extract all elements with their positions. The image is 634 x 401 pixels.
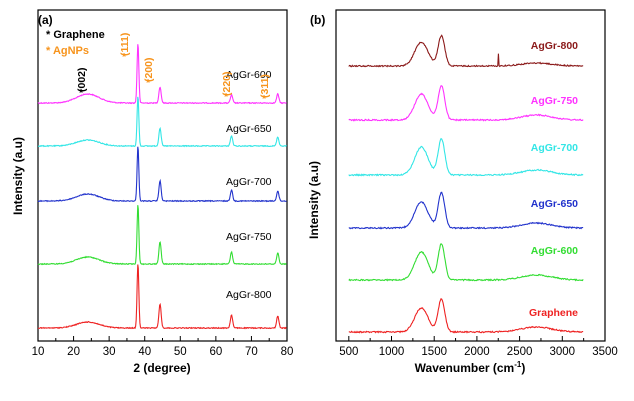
peak-label: (311)	[259, 74, 271, 98]
panel-a-y-label: Intensity (a.u)	[11, 137, 25, 215]
series-label-aggr-600: AgGr-600	[531, 245, 578, 257]
panel-b-y-label: Intensity (a.u)	[307, 161, 321, 239]
x-tick-label: 3500	[592, 346, 618, 358]
peak-label: (002)	[76, 67, 88, 92]
peak-label: (220)	[221, 71, 233, 96]
raman-line-aggr-750	[348, 85, 584, 122]
x-tick-label: 80	[281, 346, 294, 358]
panel-a-legend: * Graphene * AgNPs	[46, 29, 105, 57]
x-tick-label: 2000	[464, 346, 490, 358]
series-label-aggr-700: AgGr-700	[226, 176, 272, 188]
x-tick-label: 10	[32, 346, 45, 358]
x-tick-label: 2500	[507, 346, 533, 358]
x-tick-label: 1500	[421, 346, 447, 358]
xrd-line-aggr-800	[37, 264, 287, 330]
xrd-line-aggr-750	[37, 205, 287, 266]
panel-a-x-label: 2 (degree)	[133, 361, 190, 375]
raman-line-graphene	[348, 297, 584, 334]
panel-a-series-labels: AgGr-600 AgGr-650 AgGr-700 AgGr-750 AgGr-800	[226, 69, 272, 301]
peak-asterisk: *	[224, 91, 229, 103]
panel-a-peak-labels: (002)*(111)*(200)* (220)* (311)*	[76, 33, 271, 105]
peak-asterisk: *	[146, 77, 151, 89]
x-tick-label: 60	[209, 346, 222, 358]
panel-a-x-ticks: 10 20 30 40 50 60 70 80	[32, 336, 294, 358]
peak-asterisk: *	[79, 87, 84, 99]
peak-asterisk: *	[122, 51, 127, 63]
panel-b-series	[348, 34, 584, 334]
panel-a-series	[37, 44, 288, 330]
x-tick-label: 500	[339, 346, 358, 358]
legend-agnps: * AgNPs	[46, 45, 89, 57]
series-label-aggr-800: AgGr-800	[226, 289, 272, 301]
panel-b: (b) 500 1000 1500 2000 2500 3000 3500 AgGr-800…	[307, 9, 618, 375]
peak-label: (111)	[119, 33, 131, 56]
series-label-aggr-750: AgGr-750	[531, 95, 578, 107]
panel-b-x-label: Wavenumber (cm-1)	[415, 360, 526, 375]
panel-b-x-ticks: 500 1000 1500 2000 2500 3000 3500	[339, 336, 618, 358]
series-label-aggr-700: AgGr-700	[531, 142, 578, 154]
series-label-aggr-650: AgGr-650	[226, 123, 272, 135]
raman-line-aggr-800	[348, 34, 584, 68]
x-tick-label: 40	[138, 346, 151, 358]
peak-label: (200)	[143, 57, 155, 82]
raman-line-aggr-650	[348, 191, 584, 230]
panel-b-frame	[335, 9, 606, 342]
x-tick-label: 30	[103, 346, 116, 358]
xrd-line-aggr-700	[37, 146, 287, 203]
xrd-line-aggr-650	[37, 96, 288, 148]
panel-a: (a) 10 20 30 40 50 60 70 80 AgGr-600AgGr-650AgG…	[11, 9, 294, 375]
legend-graphene: * Graphene	[46, 29, 105, 41]
panel-b-label: (b)	[310, 13, 325, 27]
x-tick-label: 70	[245, 346, 258, 358]
series-label-aggr-600: AgGr-600	[226, 69, 272, 81]
x-tick-label: 1000	[379, 346, 405, 358]
x-tick-label: 3000	[550, 346, 576, 358]
series-label-aggr-800: AgGr-800	[531, 40, 578, 52]
series-label-graphene: Graphene	[529, 307, 578, 319]
series-label-aggr-750: AgGr-750	[226, 231, 272, 243]
peak-asterisk: *	[262, 93, 267, 105]
raman-line-aggr-600	[348, 243, 584, 282]
panel-a-label: (a)	[38, 13, 53, 27]
panel-b-series-labels: AgGr-800 AgGr-750 AgGr-700 AgGr-650 AgGr-600…	[529, 40, 578, 319]
series-label-aggr-650: AgGr-650	[531, 198, 578, 210]
x-tick-label: 20	[67, 346, 80, 358]
raman-line-aggr-700	[348, 137, 584, 177]
x-tick-label: 50	[174, 346, 187, 358]
xrd-line-aggr-600	[37, 44, 287, 105]
